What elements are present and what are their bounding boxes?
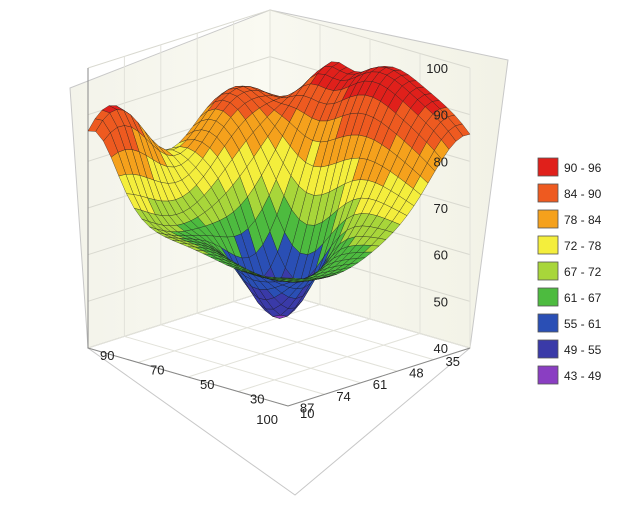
y-tick-label: 90 <box>100 348 114 363</box>
legend: 90 - 96 84 - 90 78 - 84 72 - 78 67 - 72 61 - … <box>534 154 620 392</box>
x-tick-label: 87 <box>300 400 314 415</box>
z-tick-label: 70 <box>434 201 448 216</box>
z-tick-label: 60 <box>434 248 448 263</box>
legend-swatch <box>537 235 559 255</box>
surface-cell <box>280 277 296 279</box>
z-tick-label: 90 <box>434 108 448 123</box>
y-tick-label: 70 <box>150 363 164 378</box>
legend-label: 49 - 55 <box>564 343 602 357</box>
x-axis-ticks: 35 48 61 74 87 100 <box>256 354 460 427</box>
axis-frame <box>87 68 471 407</box>
legend-label: 78 - 84 <box>564 213 602 227</box>
legend-swatch <box>537 261 559 281</box>
z-axis-ticks: 40 50 60 70 80 90 100 <box>426 61 448 356</box>
x-tick-label: 35 <box>446 354 460 369</box>
y-tick-label: 10 <box>300 406 314 421</box>
legend-label: 43 - 49 <box>564 369 602 383</box>
legend-label: 55 - 61 <box>564 317 602 331</box>
z-tick-label: 50 <box>434 294 448 309</box>
legend-label: 61 - 67 <box>564 291 602 305</box>
y-tick-label: 30 <box>250 392 264 407</box>
legend-swatch <box>537 365 559 385</box>
x-tick-label: 74 <box>336 389 350 404</box>
legend-label: 72 - 78 <box>564 239 602 253</box>
legend-label: 90 - 96 <box>564 161 602 175</box>
z-tick-label: 100 <box>426 61 448 76</box>
x-tick-label: 100 <box>256 412 278 427</box>
y-axis-ticks: 10 30 50 70 90 <box>100 348 314 421</box>
legend-label: 67 - 72 <box>564 265 602 279</box>
legend-swatch <box>537 209 559 229</box>
legend-swatch <box>537 157 559 177</box>
legend-label: 84 - 90 <box>564 187 602 201</box>
legend-swatch <box>537 287 559 307</box>
x-tick-label: 48 <box>409 366 423 381</box>
legend-swatch <box>537 313 559 333</box>
z-tick-label: 80 <box>434 154 448 169</box>
surface <box>87 61 471 319</box>
legend-swatch <box>537 183 559 203</box>
z-tick-label: 40 <box>434 341 448 356</box>
legend-swatch <box>537 339 559 359</box>
x-tick-label: 61 <box>373 377 387 392</box>
y-tick-label: 50 <box>200 377 214 392</box>
